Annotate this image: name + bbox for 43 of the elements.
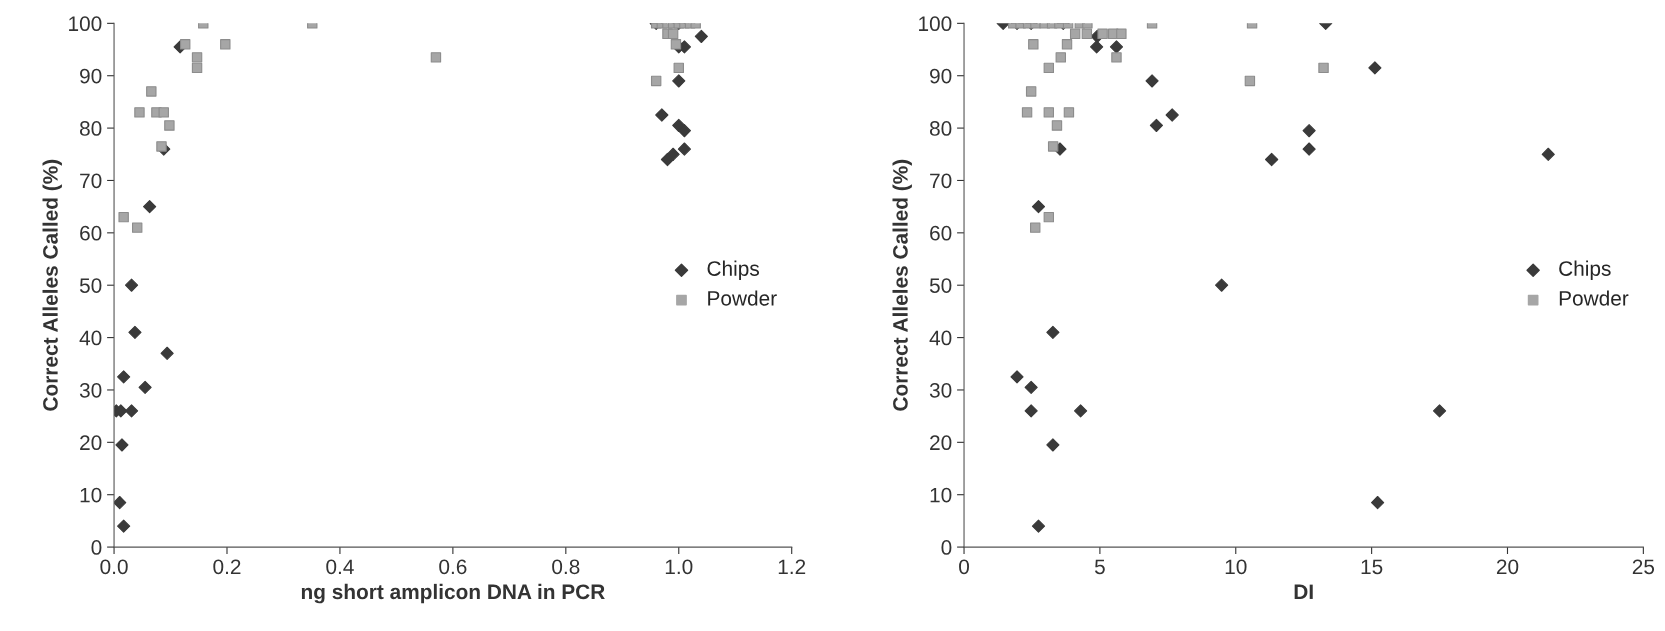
legend-label: Powder [708,290,777,306]
y-tick-label: 70 [930,173,952,189]
y-tick-label: 20 [930,435,952,451]
y-tick-label: 0 [91,540,102,555]
y-tick-label: 100 [69,16,102,32]
x-tick-label: 5 [1094,559,1105,575]
y-tick-label: 0 [941,540,952,555]
y-tick-label: 50 [929,278,952,293]
x-tick-label: 10 [1225,559,1247,575]
y-tick-label: 50 [79,278,102,293]
y-tick-label: 90 [80,68,102,84]
y-axis-title: Correct Alleles Called (%) [42,159,62,411]
x-tick-label: 0.6 [439,559,467,575]
x-axis-title: DI [1294,584,1313,599]
x-tick-label: 0.2 [213,559,241,575]
legend-label: Chips [707,260,759,280]
x-tick-label: 25 [1632,559,1655,575]
y-tick-label: 90 [930,68,952,84]
y-tick-label: 10 [930,487,952,503]
y-tick-label: 100 [919,16,952,32]
y-tick-label: 80 [79,121,102,136]
y-tick-label: 30 [79,382,102,398]
legend-label: Powder [1559,290,1629,306]
x-tick-label: 0 [959,559,970,575]
x-tick-label: 1.0 [665,559,693,575]
y-tick-label: 40 [929,330,952,346]
x-tick-label: 15 [1361,559,1383,575]
x-tick-label: 0.0 [100,559,128,575]
x-tick-label: 0.8 [552,559,580,575]
x-axis-title: ng short amplicon DNA in PCR [301,583,605,604]
y-tick-label: 60 [80,225,102,241]
y-tick-label: 20 [80,435,102,451]
x-tick-label: 20 [1496,559,1519,575]
y-tick-label: 70 [80,173,102,189]
y-tick-label: 80 [929,121,952,136]
y-tick-label: 30 [929,382,952,398]
legend-label: Chips [1559,260,1611,280]
y-tick-label: 10 [80,487,102,503]
y-axis-title: Correct Alleles Called (%) [892,159,912,411]
y-tick-label: 60 [930,225,952,241]
x-tick-label: 1.2 [778,559,806,574]
x-tick-label: 0.4 [326,559,354,575]
y-tick-label: 40 [79,330,102,346]
